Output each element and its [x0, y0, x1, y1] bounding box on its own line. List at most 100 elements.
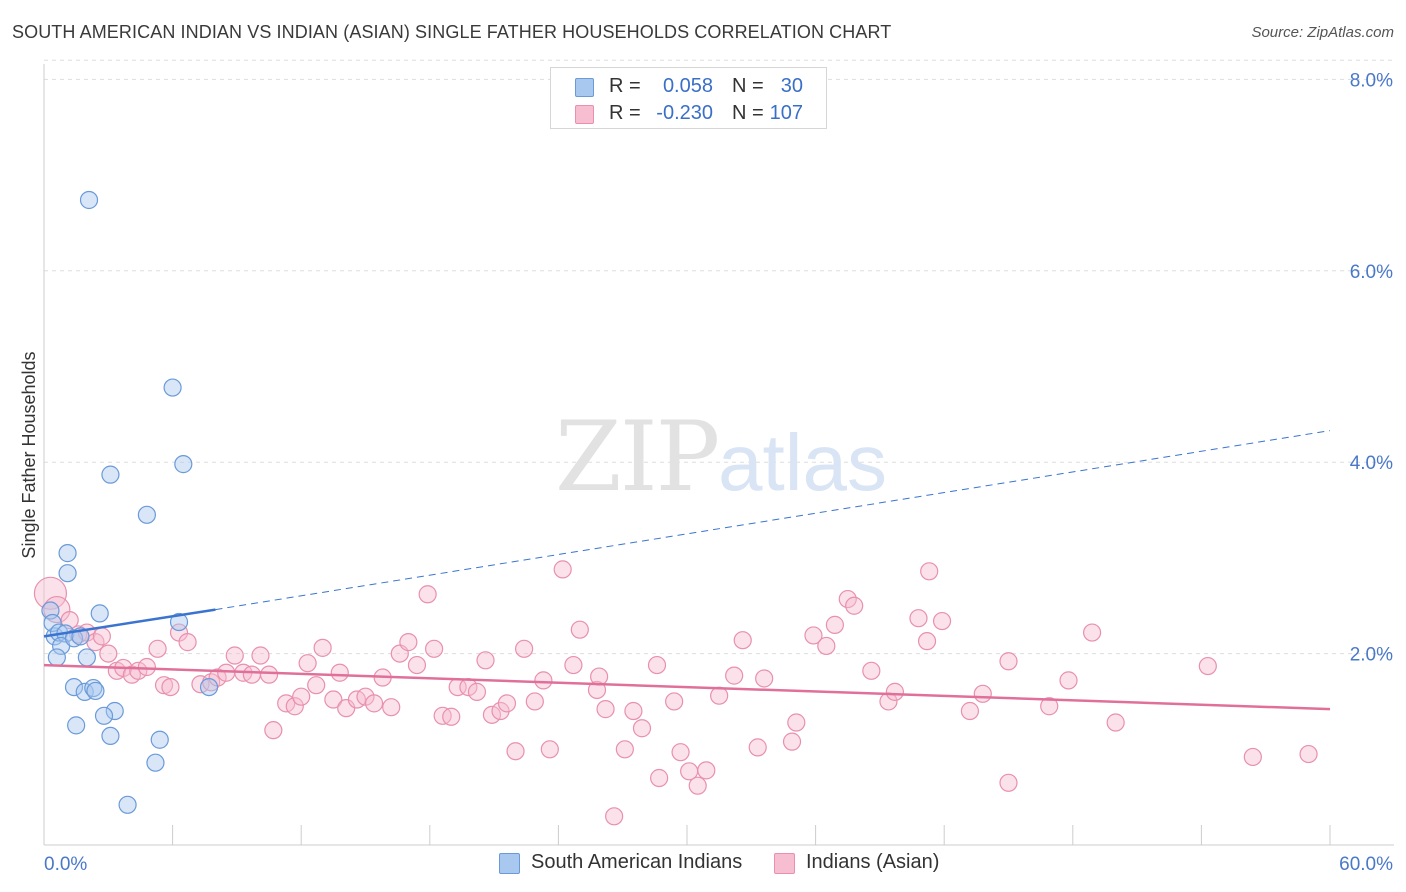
point-indian-asian	[382, 698, 401, 717]
n-value: 30	[780, 75, 803, 97]
point-indian-asian	[697, 761, 716, 780]
point-indian-asian	[920, 562, 939, 581]
point-south-american-indian	[86, 681, 105, 701]
point-indian-asian	[917, 632, 937, 651]
point-indian-asian	[148, 639, 167, 658]
point-indian-asian	[787, 713, 806, 732]
legend-swatch-blue	[575, 78, 594, 97]
stats-legend: R = 0.058 N = 30 R = -0.230 N = 107	[550, 67, 827, 129]
point-indian-asian	[862, 661, 881, 680]
point-south-american-indian	[137, 505, 156, 524]
point-indian-asian	[1243, 747, 1262, 767]
point-indian-asian	[605, 807, 624, 826]
n-value: 107	[769, 102, 803, 124]
point-indian-asian	[932, 611, 952, 631]
point-south-american-indian	[150, 730, 169, 749]
legend-swatch-blue	[499, 853, 520, 874]
point-indian-asian	[497, 694, 517, 713]
axes	[43, 64, 1394, 846]
point-indian-asian	[909, 609, 928, 628]
point-south-american-indian	[94, 706, 114, 725]
point-indian-asian	[973, 684, 992, 703]
point-indian-asian	[540, 740, 559, 759]
watermark: ZIP atlas	[555, 401, 887, 513]
watermark-atlas: atlas	[718, 418, 887, 507]
point-indian-asian	[399, 633, 418, 652]
point-indian-asian	[259, 665, 279, 684]
point-indian-asian	[999, 773, 1018, 792]
point-indian-asian	[688, 776, 707, 795]
y-tick-label: 4.0%	[1350, 453, 1393, 474]
point-indian-asian	[885, 682, 905, 701]
point-indian-asian	[624, 701, 643, 721]
point-indian-asian	[748, 738, 767, 757]
point-indian-asian	[298, 654, 317, 673]
point-indian-asian	[733, 631, 752, 650]
point-south-american-indian	[58, 564, 77, 583]
point-south-american-indian	[169, 612, 189, 632]
point-south-american-indian	[79, 190, 99, 210]
grid-lines	[44, 59, 1394, 655]
point-indian-asian	[1198, 656, 1217, 676]
point-indian-asian	[178, 633, 197, 652]
point-indian-asian	[725, 666, 744, 685]
trend-line-south-american-indians	[43, 608, 216, 638]
point-indian-asian	[515, 639, 534, 658]
point-indian-asian	[225, 646, 244, 665]
point-indian-asian	[838, 589, 857, 609]
point-indian-asian	[845, 596, 864, 615]
point-indian-asian	[161, 677, 180, 697]
point-south-american-indian	[199, 677, 219, 697]
y-axis-label: Single Father Households	[19, 351, 39, 558]
legend-label: Indians (Asian)	[806, 851, 940, 873]
series-south-american-indians	[41, 190, 219, 814]
chart-title: SOUTH AMERICAN INDIAN VS INDIAN (ASIAN) …	[12, 22, 892, 42]
n-label: N =	[732, 102, 764, 124]
point-indian-asian	[587, 680, 607, 700]
point-south-american-indian	[163, 378, 182, 397]
point-indian-asian	[564, 655, 583, 675]
trend-line-south-american-indians-projection	[215, 430, 1331, 611]
x-tick-labels: 0.0% 60.0%	[44, 854, 1393, 875]
x-tick-label-min: 0.0%	[44, 854, 87, 875]
point-indian-asian	[506, 742, 525, 761]
point-indian-asian	[615, 740, 634, 759]
x-tick-label-max: 60.0%	[1339, 854, 1393, 875]
point-indian-asian	[482, 705, 502, 724]
point-indian-asian	[60, 611, 79, 630]
trend-lines	[43, 430, 1331, 711]
point-indian-asian	[1299, 744, 1318, 764]
y-tick-label: 6.0%	[1350, 262, 1393, 283]
point-indian-asian	[33, 576, 68, 610]
point-indian-asian	[418, 585, 437, 604]
point-indian-asian	[590, 667, 609, 686]
point-indian-asian	[330, 663, 349, 682]
point-indian-asian	[1040, 697, 1059, 716]
point-indian-asian	[99, 644, 118, 663]
point-indian-asian	[242, 665, 262, 684]
y-tick-label: 8.0%	[1350, 70, 1393, 91]
n-label: N =	[732, 75, 764, 97]
r-label: R =	[609, 75, 641, 97]
point-south-american-indian	[118, 795, 137, 814]
point-indian-asian	[264, 721, 283, 740]
point-indian-asian	[1106, 713, 1125, 732]
point-indian-asian	[313, 638, 332, 657]
point-south-american-indian	[47, 648, 66, 667]
point-indian-asian	[251, 646, 270, 665]
point-indian-asian	[647, 655, 667, 675]
point-indian-asian	[154, 676, 174, 695]
point-indian-asian	[817, 636, 836, 656]
y-tick-label: 2.0%	[1350, 645, 1393, 666]
point-indian-asian	[665, 692, 684, 711]
r-label: R =	[609, 102, 641, 124]
point-indian-asian	[782, 732, 802, 751]
point-indian-asian	[407, 655, 427, 675]
point-indian-asian	[960, 701, 980, 721]
point-south-american-indian	[64, 677, 84, 697]
point-indian-asian	[424, 639, 444, 658]
point-indian-asian	[999, 652, 1018, 671]
point-indian-asian	[43, 595, 71, 624]
point-indian-asian	[364, 694, 384, 713]
